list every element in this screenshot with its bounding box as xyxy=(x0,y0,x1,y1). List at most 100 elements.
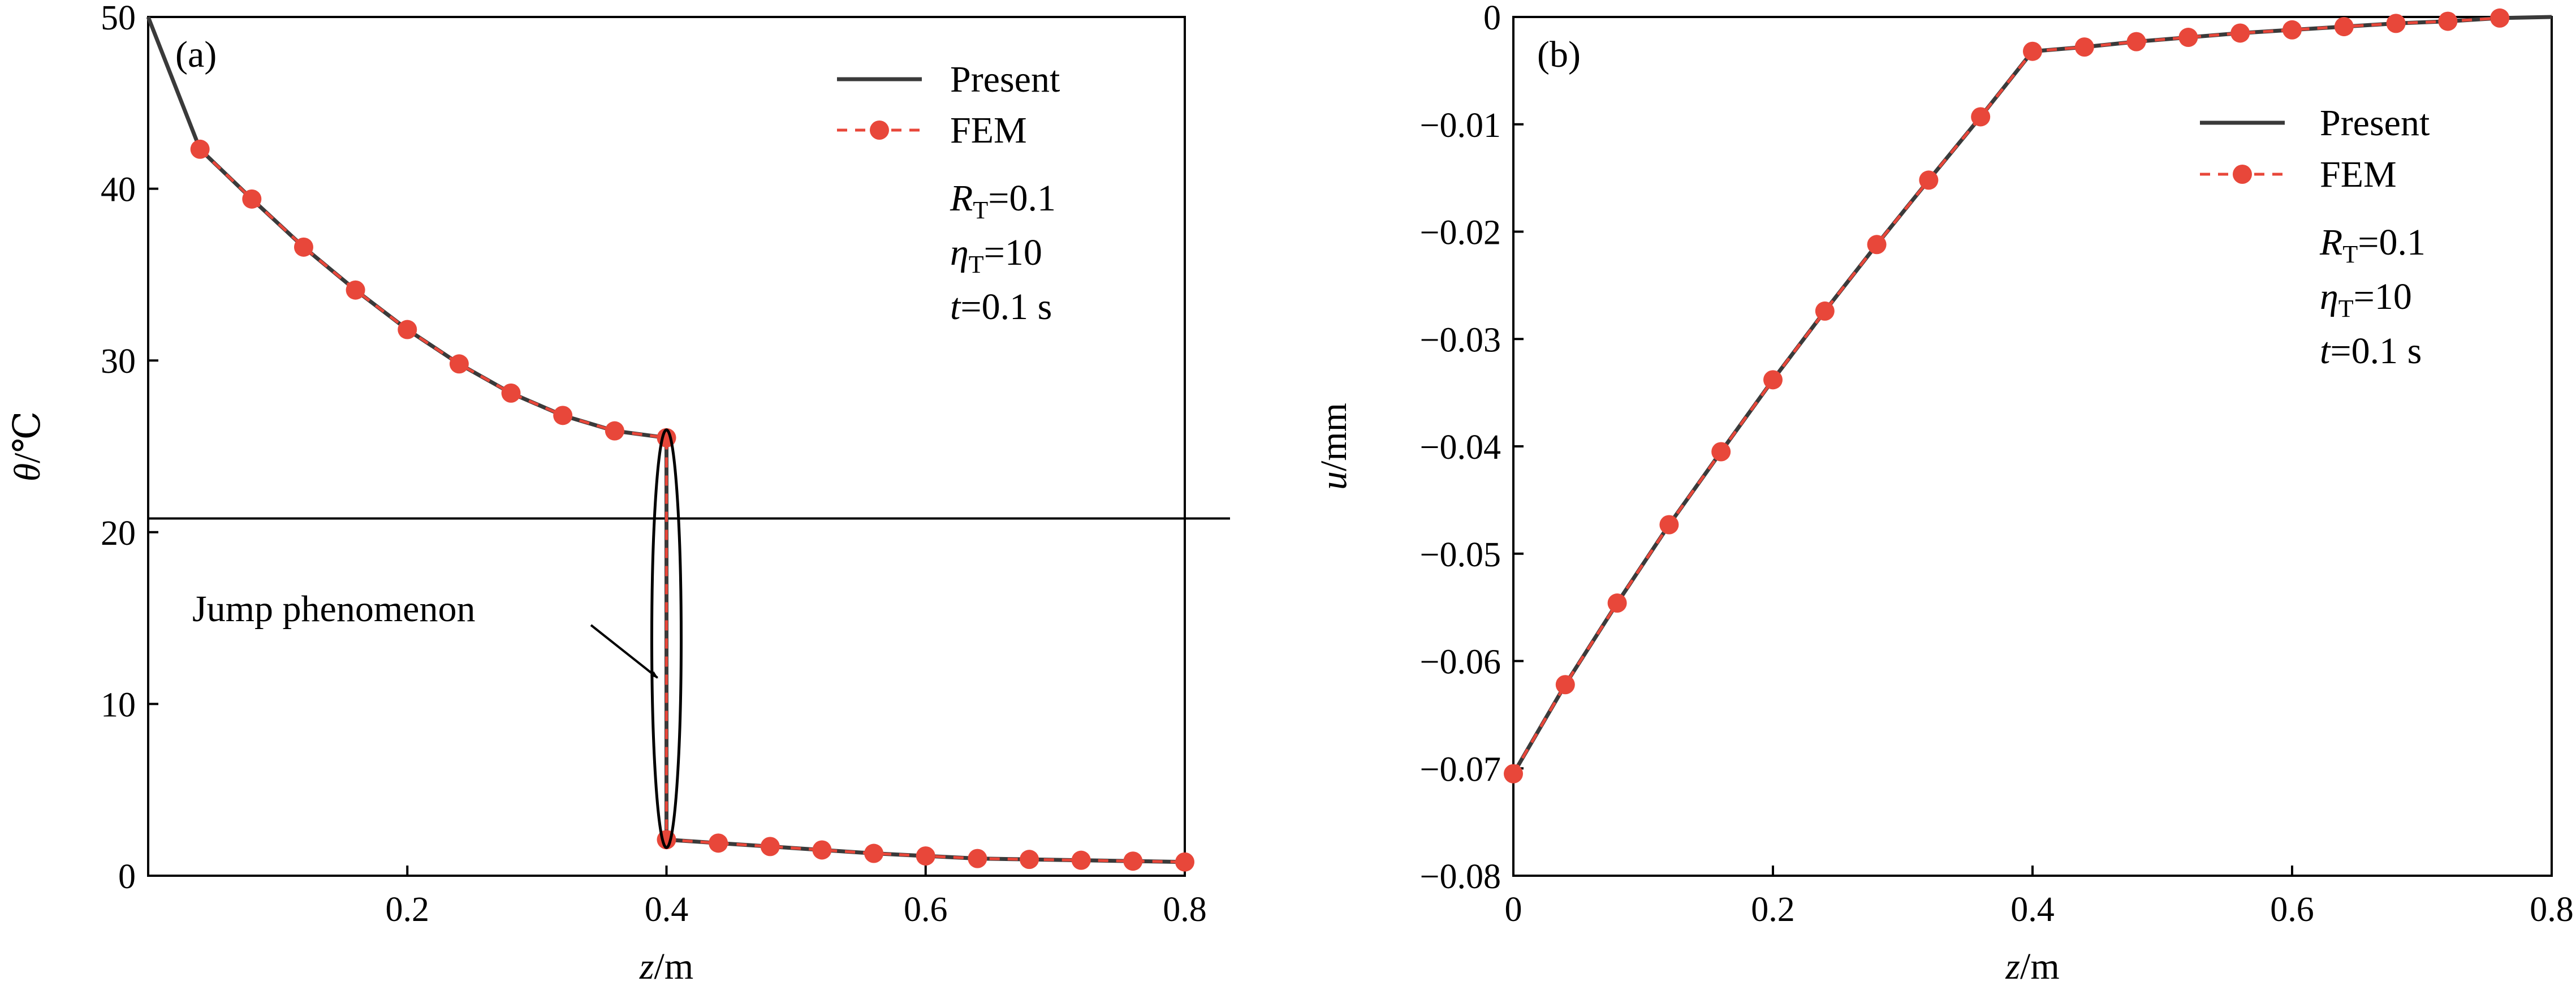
param-value: =10 xyxy=(2354,276,2412,317)
series-fem-point xyxy=(1555,675,1575,695)
annotation-label: Jump phenomenon xyxy=(192,588,475,630)
series-fem-point xyxy=(2178,28,2198,48)
series-fem-point xyxy=(1971,107,1991,127)
param-symbol: η xyxy=(2320,276,2338,317)
x-tick-label: 0.6 xyxy=(2270,890,2314,929)
x-tick-label: 0.2 xyxy=(386,890,430,929)
series-fem-point xyxy=(1919,170,1939,190)
x-tick-label: 0.8 xyxy=(2530,890,2574,929)
series-fem-point xyxy=(760,837,780,856)
param-symbol: t xyxy=(950,286,961,328)
y-tick-label: 10 xyxy=(101,686,136,724)
series-fem-point xyxy=(2282,20,2302,40)
y-tick-label: −0.03 xyxy=(1420,321,1501,359)
param-symbol: R xyxy=(950,178,973,219)
param-value: =0.1 xyxy=(2358,222,2426,263)
x-axis-title: z/m xyxy=(2005,946,2059,987)
y-tick-label: 50 xyxy=(101,0,136,37)
series-fem-point xyxy=(968,849,987,868)
series-fem-point xyxy=(2386,14,2406,33)
series-fem-point xyxy=(1020,850,1039,869)
panel-a: 0.2 0.4 0.6 0.8 0 10 20 30 40 50 z/m θ/℃ (a) Jump phe… xyxy=(7,0,1230,987)
y-tick-label: −0.01 xyxy=(1420,106,1501,145)
param-subscript: T xyxy=(2338,295,2354,322)
param-text: RT=0.1 xyxy=(2319,222,2426,268)
series-fem-point xyxy=(1711,442,1731,462)
x-tick-label: 0.2 xyxy=(1751,890,1795,929)
y-tick-label: −0.05 xyxy=(1420,536,1501,574)
x-tick-label: 0.4 xyxy=(2010,890,2055,929)
series-fem-point xyxy=(190,139,210,159)
param-symbol: t xyxy=(2320,330,2331,372)
y-tick-label: −0.02 xyxy=(1420,214,1501,252)
series-fem-point xyxy=(1763,370,1783,390)
series-fem-point xyxy=(1175,852,1194,872)
legend-present-label: Present xyxy=(2320,102,2430,144)
param-text: ηT=10 xyxy=(950,232,1042,278)
param-value: =0.1 xyxy=(988,178,1056,219)
y-tick-label: 20 xyxy=(101,514,136,553)
series-fem-point xyxy=(916,846,935,866)
y-axis-title: u/mm xyxy=(1313,403,1354,490)
param-value: =0.1 s xyxy=(960,286,1052,328)
series-fem-point xyxy=(1867,235,1887,255)
series-fem-point xyxy=(294,237,313,257)
jump-ellipse xyxy=(650,428,683,849)
series-fem-point xyxy=(2230,23,2250,43)
series-fem-point xyxy=(449,354,469,374)
param-value: =10 xyxy=(984,232,1042,273)
y-axis-title-unit: /mm xyxy=(1313,403,1354,471)
param-subscript: T xyxy=(973,196,988,224)
x-axis-title-symbol: z xyxy=(2005,946,2020,987)
series-fem-point xyxy=(2438,11,2458,31)
series-fem-point xyxy=(1607,593,1627,613)
param-subscript: T xyxy=(2342,240,2358,268)
series-fem-point xyxy=(1815,301,1835,321)
legend-fem-marker xyxy=(2233,165,2252,184)
y-axis-title: θ/℃ xyxy=(7,411,48,482)
param-symbol: R xyxy=(2319,222,2342,263)
series-fem-point xyxy=(501,383,521,403)
y-tick-label: 0 xyxy=(1483,0,1501,37)
series-fem-point xyxy=(812,840,832,860)
series-fem-point xyxy=(1071,850,1091,870)
series-fem-point xyxy=(1504,764,1523,784)
y-axis-title-symbol: u xyxy=(1313,471,1354,490)
param-text: t=0.1 s xyxy=(2320,330,2422,372)
y-tick-label: 40 xyxy=(101,171,136,209)
series-fem-point xyxy=(346,280,365,300)
panel-tag: (a) xyxy=(175,34,217,75)
series-fem-point xyxy=(2074,37,2094,57)
y-tick-label: −0.07 xyxy=(1420,750,1501,789)
x-tick-label: 0.4 xyxy=(645,890,689,929)
series-fem-point xyxy=(605,421,624,441)
x-axis-title-unit: /m xyxy=(2020,946,2060,987)
param-subscript: T xyxy=(969,251,984,278)
series-fem-point xyxy=(1123,851,1143,871)
x-tick-label: 0.6 xyxy=(904,890,948,929)
series-fem-point xyxy=(398,320,417,339)
param-text: RT=0.1 xyxy=(950,178,1056,224)
y-tick-label: 30 xyxy=(101,342,136,381)
y-axis-title-symbol: θ xyxy=(7,463,48,481)
y-tick-label: −0.04 xyxy=(1420,428,1501,467)
x-tick-label: 0.8 xyxy=(1163,890,1207,929)
y-tick-label: −0.06 xyxy=(1420,643,1501,682)
series-fem-point xyxy=(1659,515,1679,535)
y-axis-title-unit: /℃ xyxy=(7,411,48,463)
x-axis-title-symbol: z xyxy=(639,946,654,987)
x-tick-label: 0 xyxy=(1505,890,1522,929)
series-fem-point xyxy=(2334,17,2354,37)
param-value: =0.1 s xyxy=(2330,330,2422,372)
param-text: t=0.1 s xyxy=(950,286,1052,328)
series-fem-point xyxy=(709,833,728,853)
param-text: ηT=10 xyxy=(2320,276,2412,322)
series-fem-point xyxy=(864,843,884,863)
legend-fem-label: FEM xyxy=(950,110,1027,151)
legend-fem-marker xyxy=(870,120,889,140)
series-fem-point xyxy=(2023,41,2042,61)
annotation-arrow xyxy=(590,624,659,679)
series-fem-point xyxy=(553,406,573,425)
panel-b: 0 0.2 0.4 0.6 0.8 0 −0.01 −0.02 −0.03 −0.04 −0.05 −… xyxy=(1313,0,2574,987)
